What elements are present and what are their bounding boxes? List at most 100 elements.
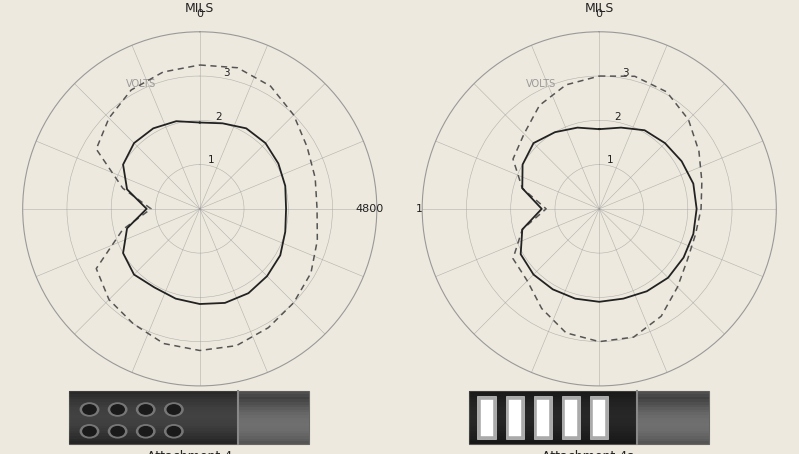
Bar	[69, 436, 238, 439]
Bar	[238, 428, 309, 431]
Text: 1600: 1600	[415, 204, 443, 214]
Bar	[638, 418, 709, 420]
Circle shape	[167, 427, 181, 436]
Bar	[238, 402, 309, 405]
Bar	[509, 400, 521, 436]
Bar	[69, 441, 238, 444]
Bar	[468, 425, 638, 428]
Bar	[468, 431, 638, 434]
Text: 4800: 4800	[355, 204, 384, 214]
Text: VOLTS: VOLTS	[126, 79, 157, 89]
Bar	[638, 434, 709, 436]
Bar	[238, 436, 309, 439]
Bar	[238, 420, 309, 423]
Bar	[238, 431, 309, 434]
Bar	[238, 439, 309, 441]
Bar	[468, 423, 638, 425]
Bar	[468, 415, 638, 418]
Text: 0: 0	[197, 10, 203, 20]
Bar	[69, 428, 238, 431]
Text: Attachment 4: Attachment 4	[147, 450, 232, 454]
Circle shape	[165, 425, 183, 438]
Bar	[638, 425, 709, 428]
Bar	[468, 410, 638, 412]
Bar	[69, 399, 238, 402]
Bar	[238, 441, 309, 444]
Bar	[69, 434, 238, 436]
Circle shape	[80, 403, 99, 416]
Circle shape	[111, 427, 125, 436]
Bar	[238, 397, 309, 399]
Circle shape	[109, 403, 127, 416]
Bar	[468, 420, 638, 423]
Bar	[638, 439, 709, 441]
Bar	[468, 391, 638, 444]
Bar	[468, 439, 638, 441]
Text: VOLTS: VOLTS	[526, 79, 556, 89]
Text: 3200: 3200	[585, 409, 614, 419]
Bar	[468, 428, 638, 431]
Bar	[238, 425, 309, 428]
Bar	[69, 431, 238, 434]
Bar	[537, 400, 549, 436]
Text: 3200: 3200	[185, 409, 214, 419]
Circle shape	[111, 405, 125, 414]
Bar	[468, 407, 638, 410]
Text: Attachment 4a: Attachment 4a	[543, 450, 635, 454]
Bar	[480, 400, 493, 436]
Bar	[238, 423, 309, 425]
Bar	[638, 405, 709, 407]
Circle shape	[165, 403, 183, 416]
Bar	[69, 415, 238, 418]
Bar	[638, 394, 709, 397]
Bar	[69, 405, 238, 407]
Text: 0: 0	[596, 10, 602, 20]
Circle shape	[137, 403, 155, 416]
Bar	[69, 410, 238, 412]
Bar	[238, 415, 309, 418]
Bar	[590, 396, 608, 439]
Bar	[478, 396, 496, 439]
Bar	[638, 407, 709, 410]
Bar	[638, 431, 709, 434]
Bar	[69, 407, 238, 410]
Bar	[69, 397, 238, 399]
Bar	[565, 400, 577, 436]
Bar	[69, 391, 238, 394]
Bar	[69, 423, 238, 425]
Bar	[468, 394, 638, 397]
Bar	[562, 396, 580, 439]
Bar	[468, 412, 638, 415]
Bar	[638, 397, 709, 399]
Bar	[238, 412, 309, 415]
Bar	[638, 402, 709, 405]
Circle shape	[83, 405, 96, 414]
Circle shape	[80, 425, 99, 438]
Bar	[238, 405, 309, 407]
Bar	[468, 434, 638, 436]
Bar	[468, 436, 638, 439]
Bar	[593, 400, 606, 436]
Bar	[638, 399, 709, 402]
Bar	[238, 391, 309, 394]
Bar	[638, 420, 709, 423]
Bar	[638, 436, 709, 439]
Bar	[468, 418, 638, 420]
Circle shape	[139, 427, 153, 436]
Bar	[69, 394, 238, 397]
Bar	[69, 418, 238, 420]
Bar	[69, 420, 238, 423]
Bar	[238, 434, 309, 436]
Bar	[69, 439, 238, 441]
Bar	[238, 394, 309, 397]
Bar	[468, 391, 638, 394]
Bar	[468, 441, 638, 444]
Bar	[506, 396, 524, 439]
Bar	[238, 410, 309, 412]
Circle shape	[83, 427, 96, 436]
Bar	[238, 399, 309, 402]
Bar	[638, 441, 709, 444]
Bar	[468, 402, 638, 405]
Bar	[638, 423, 709, 425]
Bar	[638, 428, 709, 431]
